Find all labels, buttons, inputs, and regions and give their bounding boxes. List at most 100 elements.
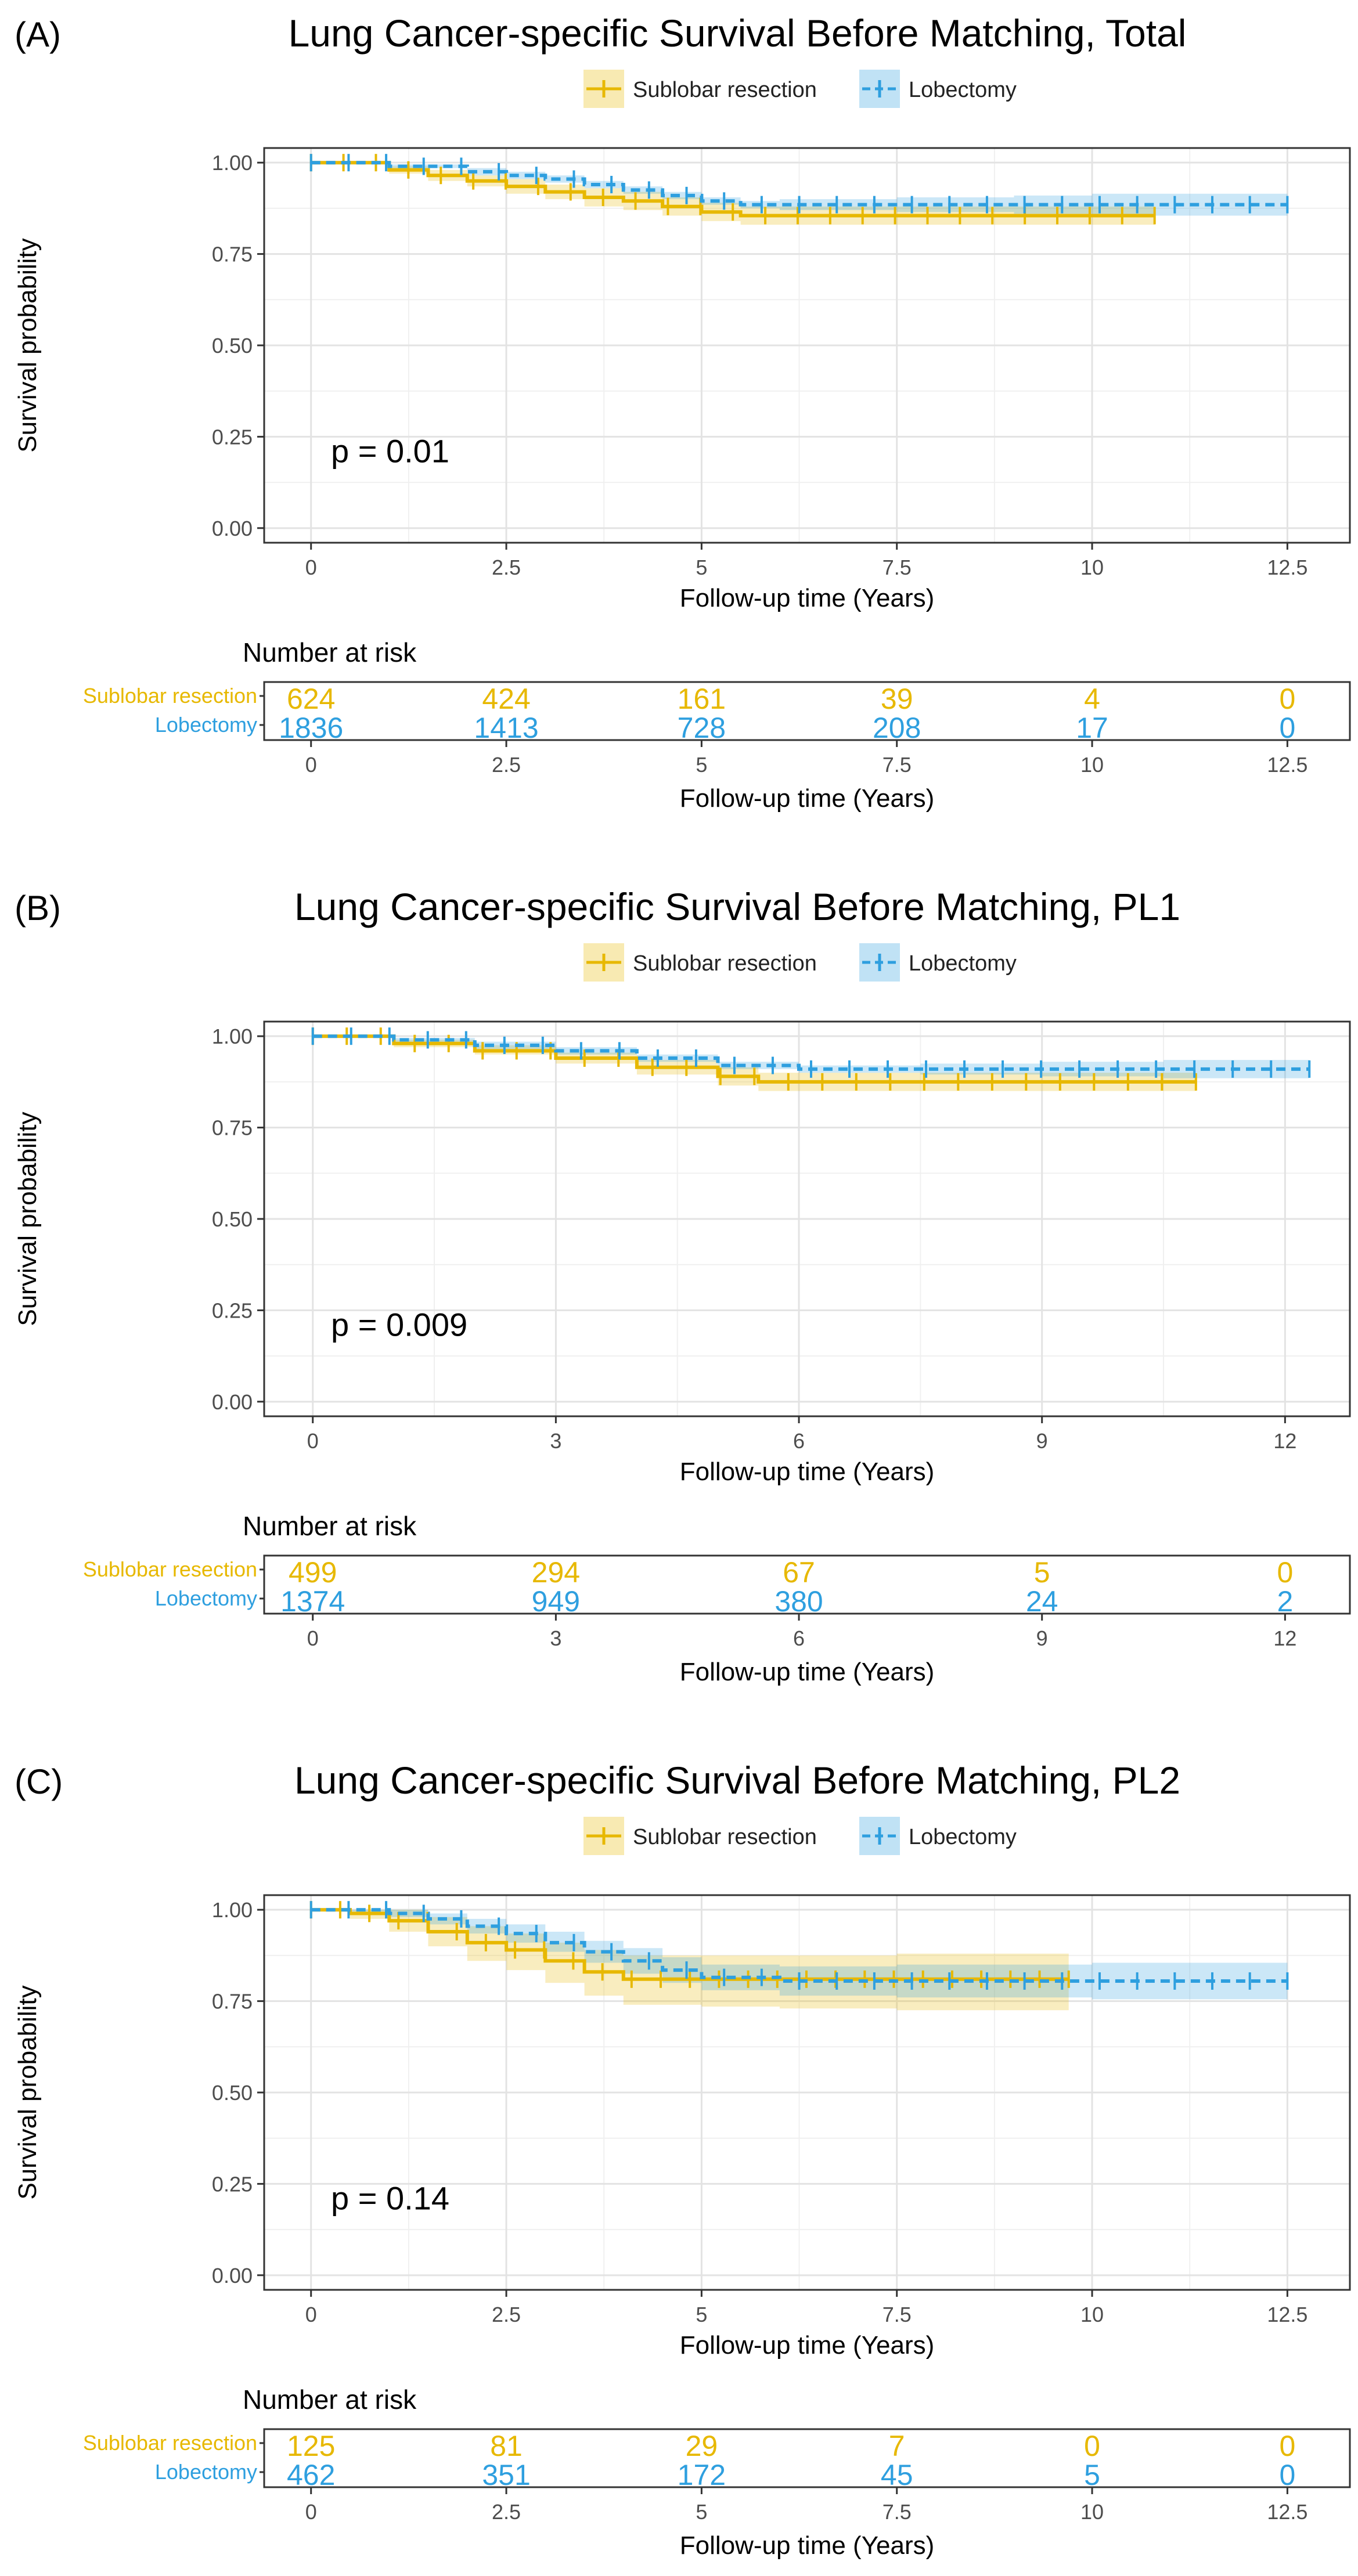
legend-label: Sublobar resection [633, 951, 817, 976]
panel-label: (B) [15, 889, 61, 928]
panel-b: (B) Lung Cancer-specific Survival Before … [13, 885, 1351, 1686]
y-tick-label: 0.75 [212, 1990, 253, 2014]
risk-row-label: Lobectomy [155, 2460, 257, 2484]
risk-value: 499 [289, 1556, 337, 1589]
risk-value: 4 [1084, 683, 1100, 715]
risk-table: Number at risk Sublobar resection 125 81 29 7… [83, 2384, 1351, 2560]
x-tick-label: 7.5 [882, 2303, 912, 2326]
x-axis-title: Follow-up time (Years) [680, 584, 935, 612]
legend: Sublobar resection Lobectomy [583, 70, 1017, 108]
ci-band-sublobar [311, 163, 1155, 225]
risk-table: Number at risk Sublobar resection 624 424 16… [83, 637, 1351, 813]
risk-value: 125 [287, 2430, 335, 2462]
survival-curve-lobectomy [312, 1034, 1310, 1071]
legend-label: Lobectomy [909, 951, 1017, 976]
y-tick-label: 0.75 [212, 243, 253, 266]
x-tick-label: 12.5 [1267, 555, 1307, 579]
risk-value: 81 [490, 2430, 523, 2462]
risk-value: 2 [1277, 1585, 1293, 1618]
risk-value: 1374 [280, 1585, 345, 1618]
x-tick-label: 0 [307, 1429, 319, 1453]
y-tick-label: 0.25 [212, 1298, 253, 1322]
panel-a: (A) Lung Cancer-specific Survival Before … [13, 12, 1351, 813]
risk-value: 1413 [474, 712, 538, 744]
risk-value: 294 [532, 1556, 580, 1589]
legend: Sublobar resection Lobectomy [583, 1817, 1017, 1855]
x-tick-label: 5 [696, 2303, 707, 2326]
risk-value: 424 [482, 683, 530, 715]
chart-title: Lung Cancer-specific Survival Before Mat… [294, 885, 1180, 928]
risk-value: 351 [482, 2459, 530, 2491]
x-tick-label: 2.5 [492, 2303, 521, 2326]
chart-title: Lung Cancer-specific Survival Before Mat… [294, 1759, 1180, 1802]
y-tick-label: 0.00 [212, 1390, 253, 1414]
risk-value: 39 [881, 683, 913, 715]
survival-curve-lobectomy [311, 1908, 1288, 1983]
legend-label: Lobectomy [909, 78, 1017, 102]
risk-x-tick-label: 12 [1273, 1626, 1296, 1650]
y-axis-title: Survival probability [13, 1985, 42, 2199]
y-tick-label: 0.00 [212, 2264, 253, 2288]
risk-table-border [263, 1554, 1351, 1615]
risk-value: 949 [532, 1585, 580, 1618]
risk-value: 728 [678, 712, 726, 744]
y-tick-label: 0.25 [212, 2172, 253, 2196]
y-tick-label: 1.00 [212, 1024, 253, 1048]
risk-value: 0 [1279, 2459, 1295, 2491]
survival-curve-sublobar [311, 1908, 1069, 1981]
risk-value: 17 [1076, 712, 1108, 744]
p-value: p = 0.009 [331, 1306, 467, 1343]
chart-title: Lung Cancer-specific Survival Before Mat… [289, 12, 1187, 55]
risk-x-tick-label: 7.5 [882, 753, 912, 777]
risk-value: 161 [678, 683, 726, 715]
ci-band-sublobar [311, 1910, 1069, 2012]
risk-x-axis-title: Follow-up time (Years) [680, 784, 935, 813]
ci-band-lobectomy [312, 1036, 1310, 1080]
risk-x-tick-label: 0 [305, 753, 317, 777]
x-tick-label: 12.5 [1267, 2303, 1307, 2326]
risk-x-tick-label: 2.5 [492, 753, 521, 777]
risk-x-tick-label: 12.5 [1267, 2500, 1307, 2524]
legend-label: Sublobar resection [633, 1825, 817, 1849]
risk-table-border [263, 681, 1351, 741]
risk-value: 7 [889, 2430, 905, 2462]
risk-x-tick-label: 2.5 [492, 2500, 521, 2524]
risk-table-title: Number at risk [243, 637, 417, 668]
p-value: p = 0.01 [331, 432, 449, 469]
x-axis-title: Follow-up time (Years) [680, 1457, 935, 1486]
x-tick-label: 9 [1036, 1429, 1048, 1453]
risk-x-tick-label: 10 [1080, 753, 1104, 777]
risk-x-tick-label: 5 [696, 753, 707, 777]
y-tick-label: 0.25 [212, 425, 253, 449]
risk-table-title: Number at risk [243, 2384, 417, 2415]
x-tick-label: 0 [305, 2303, 317, 2326]
x-tick-label: 3 [550, 1429, 561, 1453]
risk-value: 0 [1084, 2430, 1100, 2462]
risk-value: 67 [783, 1556, 815, 1589]
risk-row-label: Lobectomy [155, 1586, 257, 1610]
risk-value: 462 [287, 2459, 335, 2491]
risk-value: 5 [1034, 1556, 1050, 1589]
y-tick-label: 1.00 [212, 1898, 253, 1922]
risk-value: 624 [287, 683, 335, 715]
panel-label: (C) [15, 1762, 63, 1801]
plot-area [263, 1020, 1351, 1417]
risk-value: 380 [775, 1585, 823, 1618]
risk-x-tick-label: 9 [1036, 1626, 1048, 1650]
x-tick-label: 2.5 [492, 555, 521, 579]
risk-value: 0 [1279, 712, 1295, 744]
y-tick-label: 0.75 [212, 1116, 253, 1140]
risk-value: 29 [686, 2430, 718, 2462]
panel-label: (A) [15, 15, 61, 54]
risk-value: 0 [1279, 683, 1295, 715]
risk-row-label: Sublobar resection [83, 1557, 257, 1581]
y-tick-label: 1.00 [212, 151, 253, 175]
plot-area [263, 1894, 1351, 2291]
risk-x-tick-label: 6 [793, 1626, 805, 1650]
x-tick-label: 12 [1273, 1429, 1296, 1453]
x-axis-title: Follow-up time (Years) [680, 2331, 935, 2359]
x-tick-label: 6 [793, 1429, 805, 1453]
risk-table: Number at risk Sublobar resection 499 294 67… [83, 1511, 1351, 1686]
risk-value: 208 [873, 712, 921, 744]
